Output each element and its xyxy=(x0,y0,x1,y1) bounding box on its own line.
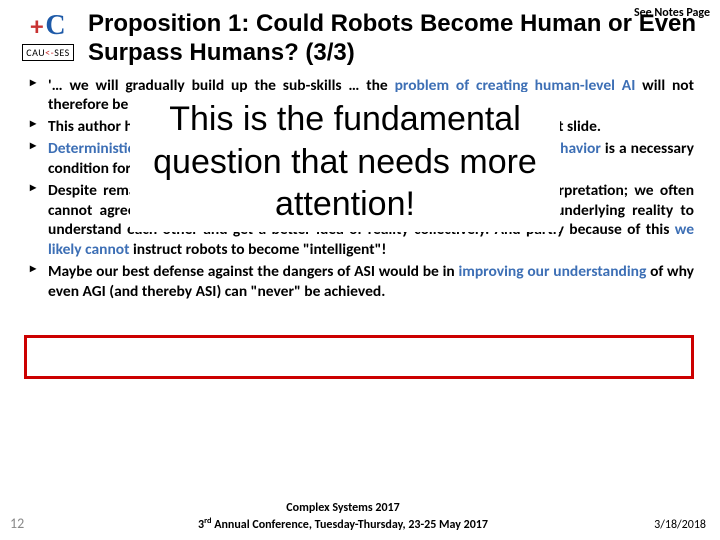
logo-box: CAU<-SES xyxy=(22,44,73,61)
logo-box-right: SES xyxy=(54,46,69,59)
slide-title: Proposition 1: Could Robots Become Human… xyxy=(88,10,708,68)
logo-arrow-icon: <- xyxy=(45,46,54,59)
slide-date: 3/18/2018 xyxy=(636,518,706,532)
slide-number: 12 xyxy=(10,515,50,532)
footer-title: Complex Systems 2017 xyxy=(50,501,636,515)
footer-subtitle: 3rd Annual Conference, Tuesday-Thursday,… xyxy=(50,516,636,532)
footer-sub-text: Annual Conference, Tuesday-Thursday, 23-… xyxy=(211,518,488,532)
see-notes-link[interactable]: See Notes Page xyxy=(634,6,710,20)
text: Maybe our best defense against the dange… xyxy=(48,262,458,281)
logo-mark: + C xyxy=(30,10,65,42)
text: instruct robots to become "intelligent"! xyxy=(129,240,386,259)
logo-c-letter: C xyxy=(45,10,65,42)
highlight-box xyxy=(24,335,694,379)
slide-footer: 12 Complex Systems 2017 3rd Annual Confe… xyxy=(0,501,720,532)
list-item: Maybe our best defense against the dange… xyxy=(30,262,694,302)
logo: + C CAU<-SES xyxy=(8,10,88,61)
footer-center: Complex Systems 2017 3rd Annual Conferen… xyxy=(50,501,636,532)
title-container: Proposition 1: Could Robots Become Human… xyxy=(88,10,708,68)
text-blue: improving our understanding xyxy=(458,262,646,281)
logo-plus-icon: + xyxy=(30,10,43,42)
logo-box-left: CAU xyxy=(26,46,45,59)
slide-header: + C CAU<-SES Proposition 1: Could Robots… xyxy=(0,0,720,72)
callout-overlay: This is the fundamental question that ne… xyxy=(130,92,560,232)
